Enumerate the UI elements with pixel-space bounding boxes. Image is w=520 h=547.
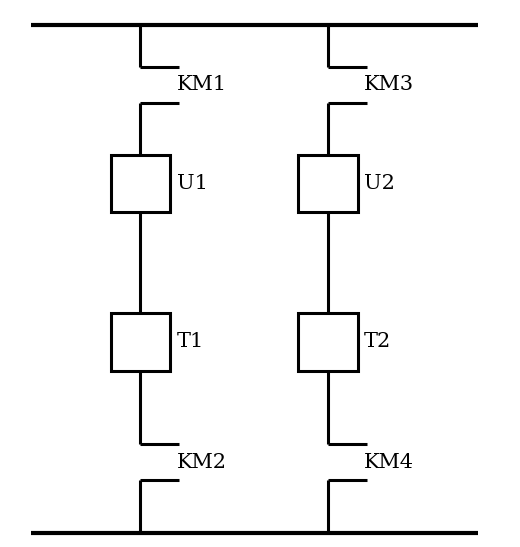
Bar [111,313,171,371]
Text: KM1: KM1 [177,75,227,94]
Text: T2: T2 [364,333,391,351]
Text: KM2: KM2 [177,453,227,472]
Text: T1: T1 [177,333,204,351]
Text: KM4: KM4 [364,453,414,472]
Text: U2: U2 [364,174,395,193]
Text: U1: U1 [177,174,208,193]
Bar [297,154,358,212]
Bar [297,313,358,371]
Bar [111,154,171,212]
Text: KM3: KM3 [364,75,414,94]
